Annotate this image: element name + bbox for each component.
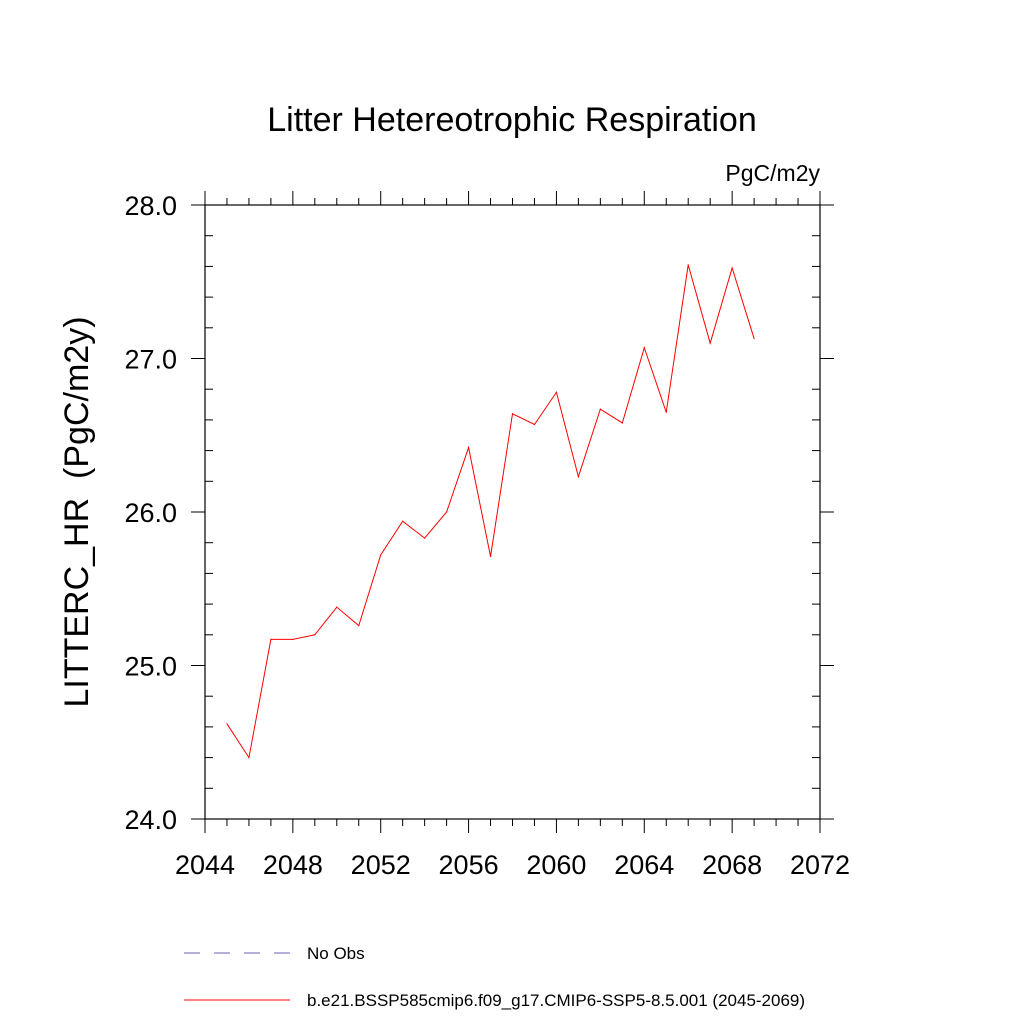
data-point [336, 606, 338, 608]
data-point [665, 411, 667, 413]
x-tick-label: 2044 [175, 850, 235, 880]
data-point [753, 337, 755, 340]
legend: No Obs b.e21.BSSP585cmip6.f09_g17.CMIP6-… [184, 944, 805, 1010]
data-point [270, 638, 272, 641]
axis-ticks [191, 191, 834, 833]
data-point [599, 408, 601, 410]
data-point [402, 520, 404, 522]
plot-frame [204, 204, 821, 820]
y-tick-label: 25.0 [124, 652, 177, 682]
series-layer [226, 264, 755, 759]
x-tick-label: 2068 [702, 850, 762, 880]
data-point [687, 264, 689, 266]
data-point [226, 723, 228, 725]
x-tick-labels: 2044 2048 2052 2056 2060 2064 2068 2072 [175, 850, 850, 880]
y-tick-label: 27.0 [124, 345, 177, 375]
legend-label-model: b.e21.BSSP585cmip6.f09_g17.CMIP6-SSP5-8.… [307, 991, 805, 1010]
data-point [489, 555, 492, 558]
y-tick-label: 24.0 [124, 805, 177, 835]
x-tick-label: 2052 [351, 850, 411, 880]
x-tick-label: 2072 [790, 850, 850, 880]
data-point [643, 347, 645, 349]
data-point [292, 638, 294, 641]
data-point [467, 446, 470, 449]
y-tick-labels: 24.0 25.0 26.0 27.0 28.0 [124, 191, 177, 835]
data-point [731, 267, 733, 269]
data-point [533, 423, 536, 426]
chart-title: Litter Hetereotrophic Respiration [267, 101, 756, 139]
data-point [424, 537, 426, 539]
units-label: PgC/m2y [725, 160, 820, 186]
data-point [446, 511, 448, 513]
x-tick-label: 2056 [439, 850, 499, 880]
data-point [621, 422, 623, 424]
data-point [577, 476, 579, 478]
x-tick-label: 2048 [263, 850, 323, 880]
data-point [709, 342, 711, 344]
x-tick-label: 2064 [614, 850, 674, 880]
data-point [511, 413, 514, 415]
data-point [358, 624, 360, 627]
y-tick-label: 28.0 [124, 191, 177, 221]
data-point [248, 757, 250, 759]
data-point [314, 634, 316, 636]
y-tick-label: 26.0 [124, 498, 177, 528]
series-line [226, 264, 755, 759]
data-point [555, 391, 558, 393]
legend-label-no-obs: No Obs [307, 944, 365, 963]
y-axis-label: LITTERC_HR (PgC/m2y) [58, 316, 96, 707]
x-tick-label: 2060 [526, 850, 586, 880]
data-point [380, 554, 382, 556]
